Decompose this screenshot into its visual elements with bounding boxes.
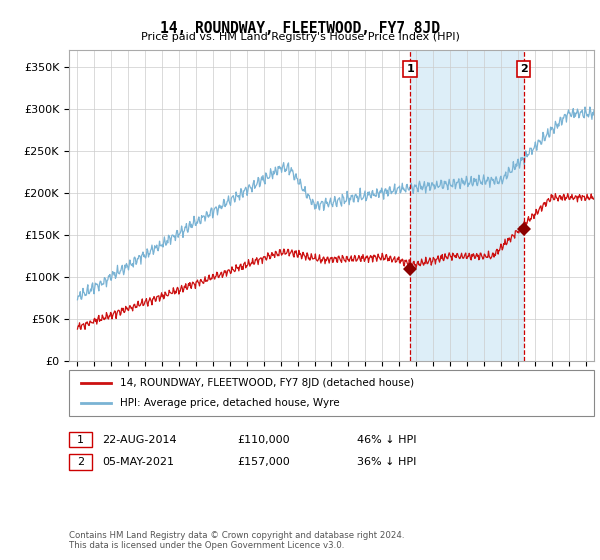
Text: 46% ↓ HPI: 46% ↓ HPI <box>357 435 416 445</box>
Text: 05-MAY-2021: 05-MAY-2021 <box>102 457 174 467</box>
Text: 14, ROUNDWAY, FLEETWOOD, FY7 8JD (detached house): 14, ROUNDWAY, FLEETWOOD, FY7 8JD (detach… <box>120 378 414 388</box>
Text: HPI: Average price, detached house, Wyre: HPI: Average price, detached house, Wyre <box>120 398 340 408</box>
Text: 14, ROUNDWAY, FLEETWOOD, FY7 8JD: 14, ROUNDWAY, FLEETWOOD, FY7 8JD <box>160 21 440 36</box>
Text: 1: 1 <box>77 435 84 445</box>
Text: £110,000: £110,000 <box>237 435 290 445</box>
Text: Contains HM Land Registry data © Crown copyright and database right 2024.
This d: Contains HM Land Registry data © Crown c… <box>69 530 404 550</box>
Bar <box>410 50 524 361</box>
Text: 2: 2 <box>77 457 84 467</box>
Text: 2: 2 <box>520 64 527 74</box>
Text: Price paid vs. HM Land Registry's House Price Index (HPI): Price paid vs. HM Land Registry's House … <box>140 32 460 43</box>
Text: 22-AUG-2014: 22-AUG-2014 <box>102 435 176 445</box>
Text: 1: 1 <box>406 64 414 74</box>
Text: £157,000: £157,000 <box>237 457 290 467</box>
Text: 36% ↓ HPI: 36% ↓ HPI <box>357 457 416 467</box>
